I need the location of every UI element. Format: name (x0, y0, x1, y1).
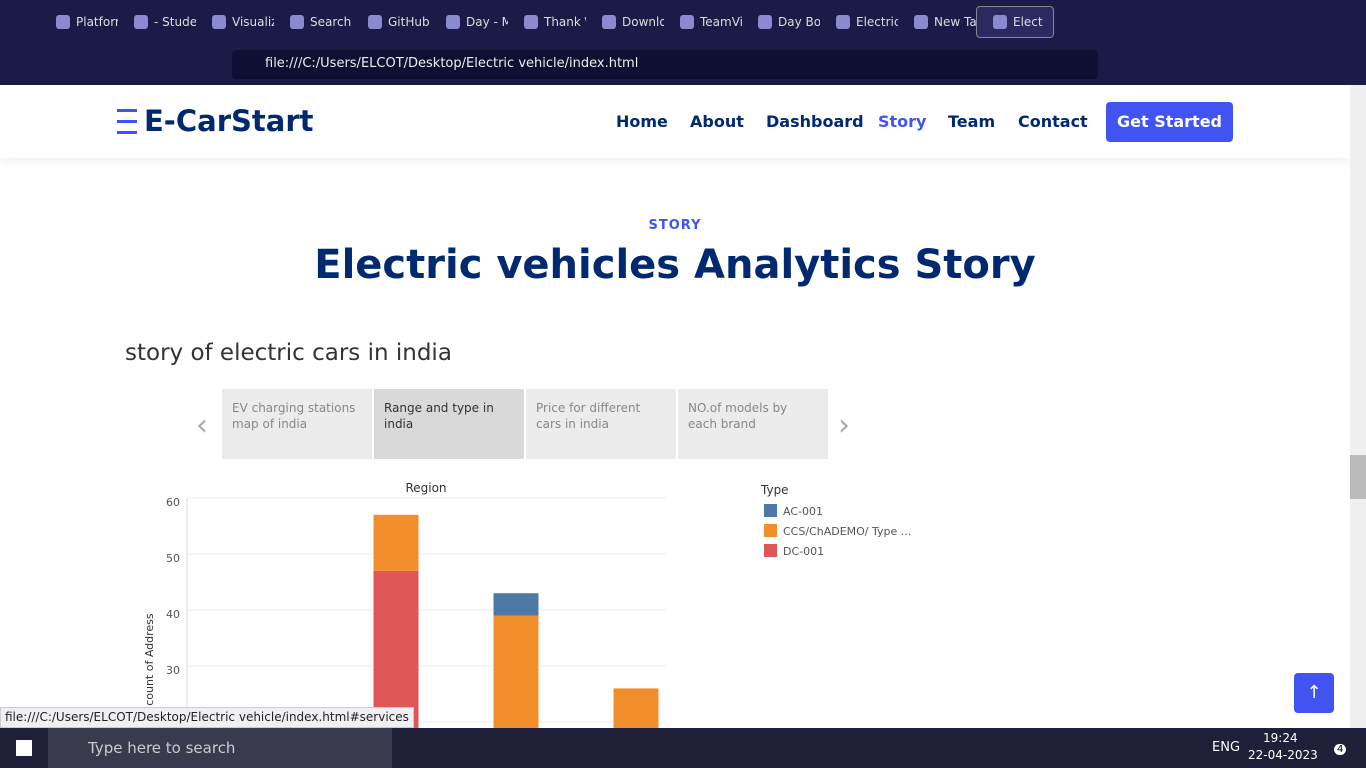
legend-title: Type (760, 483, 789, 497)
tab-icon (914, 15, 928, 29)
tab-icon (758, 15, 772, 29)
tab-title: - Stude (154, 15, 196, 29)
tab-icon (368, 15, 382, 29)
tab-icon (993, 15, 1007, 29)
tab-title: New Ta (934, 15, 976, 29)
browser-tab[interactable]: - Stude (118, 6, 196, 38)
tab-bar: Platforr - Stude Visualizatio Search GitHub D… (0, 0, 1366, 44)
tab-title: Elect (1013, 15, 1043, 29)
taskbar: Type here to search ENG 19:24 22-04-2023… (0, 728, 1366, 768)
tab-title: TeamVi (700, 15, 742, 29)
back-to-top[interactable]: ↑ (1294, 673, 1334, 713)
tab-title: Platforr (76, 15, 118, 29)
tab-title: GitHub (388, 15, 430, 29)
bar-segment (493, 593, 539, 616)
story-tab[interactable]: NO.of models by each brand (678, 389, 828, 459)
tab-title: Day - M (466, 15, 508, 29)
story-tab[interactable]: EV charging stations map of india (222, 389, 372, 459)
cta-button[interactable]: Get Started (1106, 102, 1233, 142)
notification-badge[interactable]: 4 (1334, 744, 1347, 755)
next-arrow[interactable]: › (838, 408, 850, 443)
clock-date[interactable]: 22-04-2023 (1248, 748, 1318, 762)
nav-link[interactable]: About (690, 112, 744, 131)
tab-icon (446, 15, 460, 29)
bar-segment (373, 514, 419, 571)
legend-label: CCS/ChADEMO/ Type ... (783, 525, 911, 538)
tab-icon (56, 15, 70, 29)
tab-title: Day Bo (778, 15, 820, 29)
tab-icon (212, 15, 226, 29)
status-bar: file:///C:/Users/ELCOT/Desktop/Electric … (0, 707, 414, 728)
bar-segment (373, 570, 419, 728)
browser-tab[interactable]: Search (274, 6, 352, 38)
browser-tab[interactable]: Downlo (586, 6, 664, 38)
legend-swatch (764, 504, 777, 517)
language[interactable]: ENG (1212, 740, 1241, 755)
chart-title: Region (405, 481, 446, 495)
browser-tab[interactable]: Elect (976, 6, 1054, 38)
address-bar[interactable]: file:///C:/Users/ELCOT/Desktop/Electric … (232, 50, 1098, 79)
story-tab[interactable]: Range and type in india (374, 389, 524, 459)
prev-arrow[interactable]: ‹ (196, 408, 208, 443)
browser-tab[interactable]: Day - M (430, 6, 508, 38)
browser-tab[interactable]: Thank \ (508, 6, 586, 38)
nav-link[interactable]: Story (878, 112, 927, 131)
browser-tab[interactable]: Electric (820, 6, 898, 38)
browser-tab[interactable]: GitHub (352, 6, 430, 38)
y-tick-label: 30 (166, 664, 180, 677)
y-tick-label: 50 (166, 552, 180, 565)
scroll-thumb[interactable] (1350, 455, 1366, 499)
logo-icon (117, 109, 137, 135)
legend-label: DC-001 (783, 545, 824, 558)
tab-icon (134, 15, 148, 29)
tab-icon (680, 15, 694, 29)
nav-link[interactable]: Home (616, 112, 668, 131)
y-tick-label: 60 (166, 496, 180, 509)
browser-tab[interactable]: Platforr (40, 6, 118, 38)
tab-icon (602, 15, 616, 29)
story-tab[interactable]: Price for different cars in india (526, 389, 676, 459)
tab-title: Visualizatio (232, 15, 274, 29)
y-tick-label: 40 (166, 608, 180, 621)
taskbar-search[interactable]: Type here to search (48, 728, 392, 768)
nav-link[interactable]: Contact (1018, 112, 1088, 131)
tab-title: Electric (856, 15, 898, 29)
heading: Electric vehicles Analytics Story (314, 242, 1036, 288)
start-button[interactable] (16, 740, 32, 756)
subheading: story of electric cars in india (125, 340, 452, 366)
tab-title: Search (310, 15, 352, 29)
tab-icon (290, 15, 304, 29)
scrollbar[interactable] (1350, 85, 1366, 728)
eyebrow: STORY (648, 218, 702, 233)
nav-link[interactable]: Dashboard (766, 112, 864, 131)
tab-title: Thank \ (544, 15, 586, 29)
logo[interactable]: E-CarStart (144, 104, 314, 138)
browser-tab[interactable]: Day Bo (742, 6, 820, 38)
browser-tab[interactable]: TeamVi (664, 6, 742, 38)
nav-link[interactable]: Team (948, 112, 996, 131)
y-axis-label: nct count of Address (143, 613, 156, 727)
browser-tab[interactable]: Visualizatio (196, 6, 274, 38)
legend-label: AC-001 (783, 505, 823, 518)
legend-swatch (764, 524, 777, 537)
browser-tab[interactable]: New Ta (898, 6, 976, 38)
clock-time[interactable]: 19:24 (1263, 731, 1298, 745)
bar-segment (493, 615, 539, 728)
tab-title: Downlo (622, 15, 664, 29)
bar-segment (613, 688, 659, 728)
tab-icon (836, 15, 850, 29)
legend-swatch (764, 544, 777, 557)
tab-icon (524, 15, 538, 29)
